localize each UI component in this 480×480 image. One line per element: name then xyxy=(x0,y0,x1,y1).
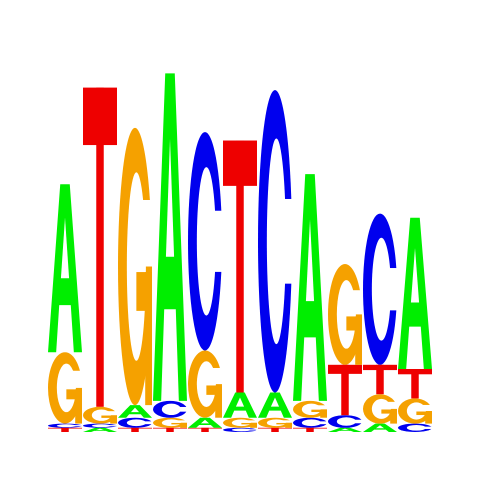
letter-G-guanine xyxy=(83,406,118,424)
letter-G-guanine xyxy=(363,394,398,424)
letter-T-thymine xyxy=(83,87,117,407)
letter-G-guanine xyxy=(188,350,223,418)
letter-C-cytosine xyxy=(118,417,153,428)
letter-C-cytosine xyxy=(398,423,433,432)
letter-A-adenine xyxy=(258,392,292,418)
letter-T-thymine xyxy=(48,427,82,432)
letter-C-cytosine xyxy=(293,417,328,428)
letter-A-adenine xyxy=(328,427,362,432)
letter-T-thymine xyxy=(118,427,152,432)
logo-position-7 xyxy=(258,90,293,432)
logo-position-11 xyxy=(398,217,433,432)
letter-C-cytosine xyxy=(328,415,363,428)
letter-A-adenine xyxy=(48,184,82,353)
letter-G-guanine xyxy=(118,127,153,406)
letter-G-guanine xyxy=(258,417,293,428)
logo-position-2 xyxy=(83,87,118,432)
letter-T-thymine xyxy=(328,364,362,416)
letter-C-cytosine xyxy=(223,427,258,432)
letter-G-guanine xyxy=(48,352,83,424)
letter-A-adenine xyxy=(223,392,257,418)
letter-G-guanine xyxy=(398,398,433,424)
letter-A-adenine xyxy=(188,417,222,428)
logo-position-10 xyxy=(363,213,398,432)
letter-G-guanine xyxy=(153,417,188,428)
letter-T-thymine xyxy=(398,369,432,399)
logo-position-8 xyxy=(293,174,328,432)
letter-G-guanine xyxy=(293,400,328,418)
logo-position-9 xyxy=(328,264,363,432)
logo-position-5 xyxy=(188,132,223,432)
logo-position-4 xyxy=(153,73,188,432)
letter-C-cytosine xyxy=(363,213,398,365)
logo-position-1 xyxy=(48,184,83,432)
logo-position-6 xyxy=(223,140,258,432)
letter-C-cytosine xyxy=(188,132,223,351)
letter-C-cytosine xyxy=(83,423,118,428)
letter-A-adenine xyxy=(153,73,187,401)
letter-A-adenine xyxy=(363,423,397,432)
letter-stacks xyxy=(48,73,433,432)
letter-T-thymine xyxy=(258,427,292,432)
letter-A-adenine xyxy=(398,217,432,369)
letter-G-guanine xyxy=(328,264,363,365)
logo-position-3 xyxy=(118,127,153,432)
letter-C-cytosine xyxy=(48,423,83,428)
letter-T-thymine xyxy=(293,427,327,432)
letter-T-thymine xyxy=(188,427,222,432)
letter-C-cytosine xyxy=(153,400,188,418)
letter-A-adenine xyxy=(83,427,117,432)
letter-T-thymine xyxy=(363,364,397,395)
letter-G-guanine xyxy=(223,417,258,428)
letter-C-cytosine xyxy=(258,90,293,393)
letter-A-adenine xyxy=(293,174,327,401)
letter-T-thymine xyxy=(153,427,187,432)
letter-T-thymine xyxy=(223,140,257,393)
letter-A-adenine xyxy=(118,405,152,418)
